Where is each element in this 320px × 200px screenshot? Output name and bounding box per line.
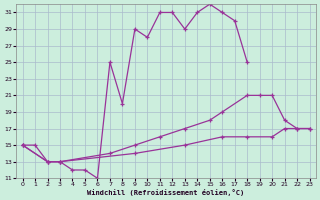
X-axis label: Windchill (Refroidissement éolien,°C): Windchill (Refroidissement éolien,°C) — [87, 189, 245, 196]
